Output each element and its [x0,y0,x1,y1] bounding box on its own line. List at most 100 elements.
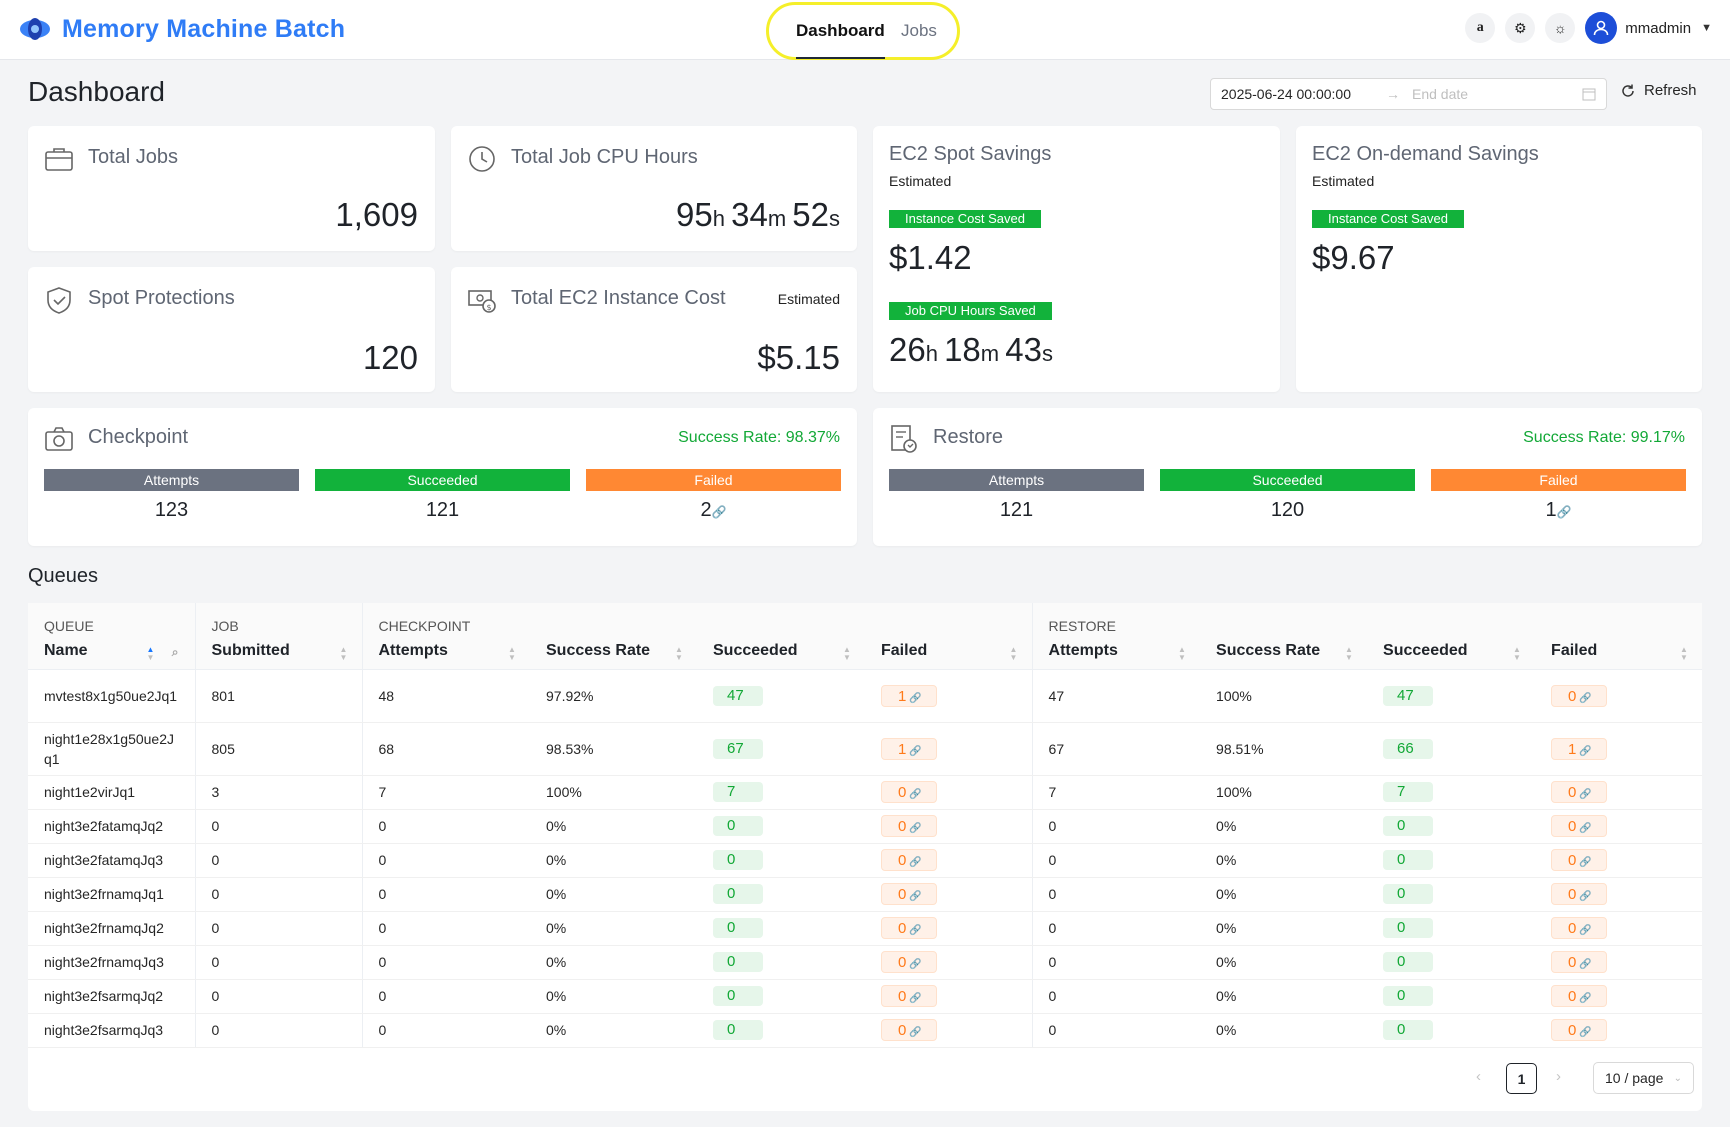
col-cp-succeeded[interactable]: Succeeded ▲ ▼ [697,636,865,670]
failed-count: 1 [1568,740,1577,758]
sort-icon[interactable]: ▲ ▼ [675,645,683,662]
queue-name[interactable]: night3e2frnamqJq3 [44,954,164,970]
prev-page-button[interactable]: ‹ [1476,1068,1481,1085]
failed-badge[interactable]: 0 🔗 [1551,917,1608,939]
instance-cost-saved-tag: Instance Cost Saved [889,210,1041,228]
failed-badge[interactable]: 0 🔗 [881,849,937,871]
failed-badge[interactable]: 0 🔗 [881,883,937,905]
sort-icon[interactable]: ▲ ▼ [508,645,516,662]
cell-value: 3 [211,784,220,800]
failed-badge[interactable]: 0 🔗 [1551,815,1608,837]
cell-value: 0% [1216,954,1237,970]
sort-icon[interactable]: ▲ ▼ [1178,645,1186,662]
sort-icon[interactable]: ▲ ▼ [1513,645,1521,662]
tab-dashboard[interactable]: Dashboard [796,21,885,59]
start-date-input[interactable]: 2025-06-24 00:00:00 [1221,86,1351,102]
table-cell: 47 [1031,669,1201,723]
brand[interactable]: Memory Machine Batch [18,12,345,46]
table-cell: 0 🔗 [865,809,1033,844]
sort-icon[interactable]: ▲ ▼ [339,645,348,662]
avatar[interactable] [1585,12,1618,44]
failed-badge[interactable]: 1 🔗 [881,684,937,707]
next-page-button[interactable]: › [1556,1068,1561,1085]
table-cell: night3e2frnamqJq2 [28,911,195,946]
checkpoint-failed-label: Failed [586,469,841,491]
failed-badge[interactable]: 1 🔗 [1551,737,1608,760]
page-size-select[interactable]: 10 / page ⌄ [1593,1062,1694,1094]
col-rs-succeeded[interactable]: Succeeded ▲ ▼ [1367,636,1536,670]
tab-jobs[interactable]: Jobs [901,21,937,40]
sun-icon[interactable]: ☼ [1545,13,1576,43]
cell-value: 0% [546,1022,567,1038]
queue-name[interactable]: mvtest8x1g50ue2Jq1 [44,687,178,704]
col-rs-attempts[interactable]: Attempts ▲ ▼ [1031,636,1201,670]
gear-icon[interactable]: ⚙ [1505,13,1536,43]
refresh-button[interactable]: Refresh [1620,82,1697,99]
amazon-icon[interactable]: a [1465,13,1496,43]
user-name[interactable]: mmadmin [1625,19,1692,37]
queue-name[interactable]: night3e2frnamqJq2 [44,920,164,936]
checkpoint-success-rate: Success Rate: 98.37% [678,429,840,446]
ec2-cost-card: $ Total EC2 Instance Cost Estimated $5.1… [451,267,857,392]
sort-icon[interactable]: ▲ ▼ [146,645,155,662]
end-date-input[interactable]: End date [1412,86,1469,102]
queue-name[interactable]: night1e2virJq1 [44,784,136,800]
link-icon: 🔗 [909,925,922,936]
table-cell: 0 🔗 [1535,911,1703,946]
date-range-picker[interactable]: 2025-06-24 00:00:00 → End date [1210,78,1607,110]
col-name[interactable]: Name ▲ ▼ ⌕ [28,636,195,670]
table-row: night3e2frnamqJq2 0 0 0% 0 0 🔗 0 0% 0 0 🔗 [28,911,1703,946]
table-cell: 0 [361,809,530,844]
failed-badge[interactable]: 0 🔗 [881,985,937,1007]
table-cell: 47 [1367,669,1536,723]
sort-icon[interactable]: ▲ ▼ [843,645,851,662]
failed-badge[interactable]: 0 🔗 [1551,985,1608,1007]
queue-name[interactable]: night3e2frnamqJq1 [44,886,164,902]
calendar-icon[interactable] [1582,87,1596,101]
sort-icon[interactable]: ▲ ▼ [1680,645,1688,662]
queue-name[interactable]: night1e28x1g50ue2Jq1 [44,730,175,767]
cell-value: 0 [378,852,387,868]
cell-value: 7 [378,784,387,800]
cell-value: 100% [546,784,582,800]
queue-name[interactable]: night3e2fsarmqJq3 [44,1022,164,1038]
page-number-button[interactable]: 1 [1506,1063,1537,1094]
table-cell: 0% [530,945,697,980]
table-cell: night3e2fsarmqJq2 [28,979,195,1014]
failed-badge[interactable]: 0 🔗 [881,1019,937,1041]
search-icon[interactable]: ⌕ [171,645,179,659]
table-cell: 0 [361,911,530,946]
failed-badge[interactable]: 0 🔗 [881,917,937,939]
failed-badge[interactable]: 0 🔗 [1551,849,1608,871]
sort-icon[interactable]: ▲ ▼ [1345,645,1353,662]
col-rs-rate[interactable]: Success Rate ▲ ▼ [1200,636,1368,670]
failed-badge[interactable]: 0 🔗 [881,815,937,837]
failed-badge[interactable]: 0 🔗 [1551,883,1608,905]
queue-name[interactable]: night3e2fsarmqJq2 [44,988,164,1004]
succeeded-badge: 0 [713,884,763,904]
failed-badge[interactable]: 0 🔗 [1551,1019,1608,1041]
restore-failed-value[interactable]: 1🔗 [1431,499,1686,522]
sort-icon[interactable]: ▲ ▼ [1009,645,1018,662]
queue-name[interactable]: night3e2fatamqJq2 [44,818,164,834]
failed-badge[interactable]: 0 🔗 [1551,951,1608,973]
spot-savings-subtitle: Estimated [889,173,952,189]
succeeded-badge: 66 [1383,738,1434,759]
checkpoint-failed-value[interactable]: 2🔗 [586,499,841,522]
money-icon: $ [468,290,496,313]
group-job: JOB [194,603,362,636]
col-cp-attempts[interactable]: Attempts ▲ ▼ [361,636,530,670]
col-cp-rate[interactable]: Success Rate ▲ ▼ [530,636,697,670]
table-cell: 48 [361,669,530,723]
failed-badge[interactable]: 1 🔗 [881,737,937,760]
caret-down-icon[interactable]: ▼ [1701,22,1712,34]
failed-badge[interactable]: 0 🔗 [881,781,937,803]
col-cp-failed[interactable]: Failed ▲ ▼ [865,636,1033,670]
col-rs-failed[interactable]: Failed ▲ ▼ [1535,636,1703,670]
col-submitted[interactable]: Submitted ▲ ▼ [194,636,362,670]
failed-badge[interactable]: 0 🔗 [1551,781,1608,803]
table-cell: 805 [194,722,362,776]
queue-name[interactable]: night3e2fatamqJq3 [44,852,164,868]
failed-badge[interactable]: 0 🔗 [1551,684,1608,707]
failed-badge[interactable]: 0 🔗 [881,951,937,973]
